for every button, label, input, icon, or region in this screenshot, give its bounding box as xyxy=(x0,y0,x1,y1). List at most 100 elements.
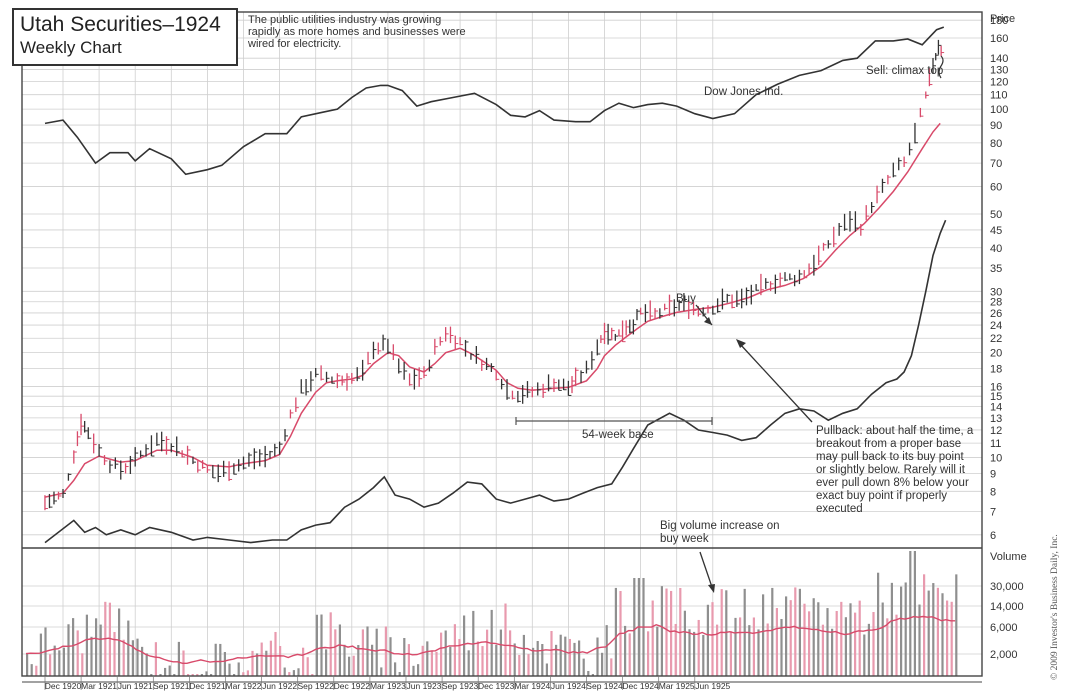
date-tick-label: Mar 1924 xyxy=(514,681,550,691)
volume-bar xyxy=(228,663,231,676)
grid xyxy=(22,12,982,676)
volume-bar xyxy=(706,604,709,676)
volume-bar xyxy=(357,645,360,676)
date-tick-label: Jun 1924 xyxy=(551,681,586,691)
price-tick-label: 35 xyxy=(990,263,1002,275)
volume-bar xyxy=(191,674,194,676)
price-tick-label: 7 xyxy=(990,507,996,519)
volume-bar xyxy=(486,629,489,676)
pullback-note: Pullback: about half the time, a breakou… xyxy=(816,425,974,515)
volume-bar xyxy=(205,671,208,676)
volume-bar xyxy=(412,665,415,676)
volume-bar xyxy=(72,618,75,676)
volume-bar xyxy=(481,646,484,676)
volume-bar xyxy=(693,631,696,676)
volume-bar xyxy=(375,628,378,676)
pullback-arrow xyxy=(739,343,813,423)
volume-bar xyxy=(522,634,525,676)
volume-bar xyxy=(334,629,337,676)
date-tick-label: Mar 1925 xyxy=(659,681,695,691)
price-tick-label: 13 xyxy=(990,413,1002,425)
price-tick-label: 140 xyxy=(990,53,1008,65)
volume-bar xyxy=(840,601,843,676)
chart-subtitle: Weekly Chart xyxy=(20,38,122,57)
volume-bar xyxy=(499,629,502,676)
volume-bar xyxy=(527,654,530,676)
volume-bar xyxy=(881,602,884,676)
price-tick-label: 60 xyxy=(990,181,1002,193)
volume-bar xyxy=(200,674,203,676)
volume-bar xyxy=(237,662,240,676)
date-tick-label: Dec 1922 xyxy=(334,681,371,691)
volume-bar xyxy=(361,629,364,676)
volume-bar xyxy=(821,624,824,676)
volume-bar xyxy=(35,665,38,676)
volume-bar xyxy=(504,603,507,676)
volume-bar xyxy=(532,647,535,676)
volume-bar xyxy=(955,574,958,676)
price-tick-label: 120 xyxy=(990,77,1008,89)
date-tick-label: Sep 1923 xyxy=(442,681,479,691)
volume-bar xyxy=(555,644,558,676)
relative-strength-line xyxy=(44,219,947,544)
volume-bar xyxy=(932,583,935,676)
volume-bar xyxy=(159,674,162,676)
volume-bar xyxy=(108,602,111,676)
sell-brace xyxy=(938,55,944,79)
volume-bar xyxy=(127,620,130,676)
volume-bar xyxy=(380,667,383,676)
volume-bar xyxy=(417,664,420,676)
volume-bar xyxy=(187,674,190,676)
volume-bar xyxy=(683,610,686,676)
date-tick-label: Dec 1923 xyxy=(478,681,515,691)
volume-bar xyxy=(67,624,70,676)
volume-bar xyxy=(660,586,663,676)
volume-bar xyxy=(913,551,916,676)
volume-bar xyxy=(85,614,88,676)
volume-bar xyxy=(292,670,295,676)
volume-bar xyxy=(647,631,650,676)
plot-frame xyxy=(21,11,983,677)
volume-bar xyxy=(601,652,604,676)
volume-bar xyxy=(265,650,268,676)
volume-bar xyxy=(725,590,728,676)
volume-bar xyxy=(274,631,277,676)
price-tick-label: 90 xyxy=(990,120,1002,132)
date-tick-label: Jun 1923 xyxy=(407,681,442,691)
volume-bar xyxy=(495,644,498,676)
date-tick-label: Dec 1920 xyxy=(45,681,82,691)
sell-label: Sell: climax top xyxy=(866,65,944,77)
volume-bar xyxy=(269,640,272,676)
volume-bar xyxy=(118,608,121,676)
volume-bar xyxy=(702,634,705,676)
volume-bar xyxy=(568,638,571,676)
volume-bar xyxy=(890,582,893,676)
volume-bar xyxy=(154,642,157,676)
volume-layer xyxy=(25,551,958,676)
price-tick-label: 6 xyxy=(990,530,996,542)
dow-jones-label: Dow Jones Ind. xyxy=(704,86,784,98)
volume-bar xyxy=(550,630,553,676)
volume-bar xyxy=(467,650,470,676)
volume-bar xyxy=(58,650,61,676)
volume-bar xyxy=(900,586,903,676)
date-tick-label: Jun 1922 xyxy=(262,681,297,691)
volume-bar xyxy=(81,653,84,676)
date-tick-label: Dec 1921 xyxy=(189,681,226,691)
volume-bar xyxy=(789,600,792,676)
moving-average-line xyxy=(44,122,941,498)
volume-bar xyxy=(311,674,314,676)
volume-bar xyxy=(867,623,870,676)
volume-bar xyxy=(734,617,737,676)
volume-bar xyxy=(302,647,305,676)
volume-bar xyxy=(453,624,456,676)
volume-bar xyxy=(196,674,199,676)
date-tick-label: Jun 1921 xyxy=(118,681,153,691)
volume-bar xyxy=(941,593,944,676)
volume-bar xyxy=(210,674,213,676)
volume-bar xyxy=(449,646,452,676)
price-tick-label: 45 xyxy=(990,225,1002,237)
volume-tick-label: 2,000 xyxy=(990,649,1018,661)
volume-bar xyxy=(366,626,369,676)
volume-bar xyxy=(729,631,732,676)
